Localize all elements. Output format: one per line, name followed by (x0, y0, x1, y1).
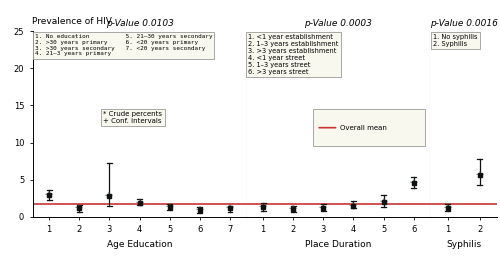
Text: p-Value 0.0103: p-Value 0.0103 (106, 19, 174, 28)
FancyBboxPatch shape (312, 109, 424, 146)
X-axis label: Syphilis: Syphilis (446, 240, 482, 248)
X-axis label: Age Education: Age Education (107, 240, 172, 248)
Text: 1. No syphilis
2. Syphilis: 1. No syphilis 2. Syphilis (433, 34, 478, 47)
Text: Overall mean: Overall mean (340, 125, 387, 131)
Text: p-Value 0.0003: p-Value 0.0003 (304, 19, 372, 28)
X-axis label: Place Duration: Place Duration (305, 240, 372, 248)
Text: p-Value 0.0016: p-Value 0.0016 (430, 19, 498, 28)
Text: 1. <1 year establishment
2. 1–3 years establishment
3. >3 years establishment
4.: 1. <1 year establishment 2. 1–3 years es… (248, 34, 339, 75)
Text: Overall mean: Overall mean (350, 117, 397, 123)
Text: Prevalence of HIV: Prevalence of HIV (32, 17, 112, 26)
Text: 1. No education          5. 21–30 years secondary
2. >30 years primary     6. <2: 1. No education 5. 21–30 years secondary… (34, 34, 212, 56)
Text: * Crude percents
+ Conf. intervals: * Crude percents + Conf. intervals (103, 111, 162, 124)
